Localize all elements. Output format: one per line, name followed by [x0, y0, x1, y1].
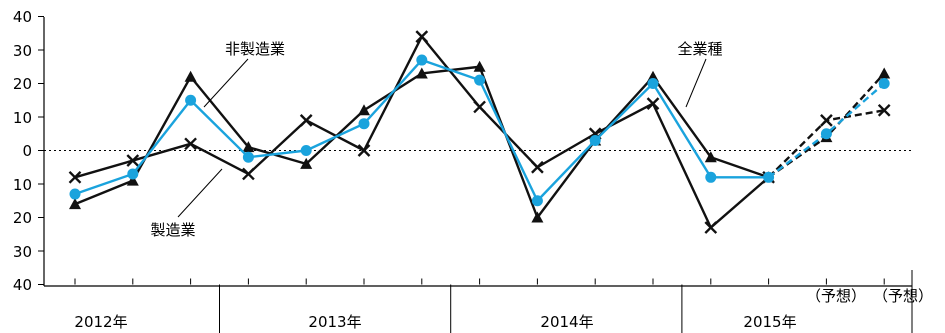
forecast-label: （予想）: [806, 287, 866, 305]
data-point-circle: [647, 78, 659, 89]
data-point-x-stroke: [68, 170, 82, 184]
data-point-x: [531, 160, 544, 174]
data-point-x-stroke: [242, 167, 255, 181]
data-point-x: [877, 103, 891, 117]
annotation-leader: [203, 58, 249, 108]
data-point-x-stroke: [877, 103, 891, 117]
data-point-x-stroke: [646, 97, 660, 110]
data-point-circle: [185, 94, 197, 106]
data-point-circle: [474, 74, 486, 86]
data-point-x: [646, 97, 660, 110]
annotation-non-manufacturing: 非製造業: [225, 40, 285, 58]
data-point-x-stroke: [531, 160, 544, 174]
data-point-x-stroke: [184, 137, 197, 151]
data-point-triangle: [242, 141, 255, 153]
y-tick-label: 0: [22, 142, 32, 160]
data-point-triangle: [704, 151, 717, 163]
annotation-manufacturing: 製造業: [150, 221, 195, 239]
forecast-label: （予想）: [873, 287, 933, 305]
data-point-x-stroke: [473, 100, 486, 114]
annotations: 非製造業 製造業 全業種: [150, 40, 722, 239]
y-tick-label: 40: [13, 276, 32, 294]
data-point-triangle: [300, 157, 313, 169]
y-axis: 40 30 20 10 0 10 20 30 40: [13, 8, 45, 294]
data-point-circle: [358, 118, 370, 130]
data-point-x: [415, 30, 429, 43]
year-label-2012: 2012年: [74, 313, 127, 331]
data-point-x: [126, 154, 140, 167]
forecast-labels: （予想） （予想）: [806, 287, 933, 305]
data-point-x: [242, 167, 255, 181]
data-point-circle: [300, 145, 312, 156]
series-line: [74, 65, 769, 219]
data-point-x: [299, 114, 313, 127]
data-point-triangle: [126, 174, 139, 186]
data-point-circle: [69, 188, 81, 200]
data-point-x-stroke: [704, 221, 718, 234]
annotation-leader: [685, 58, 707, 108]
y-tick-label: 20: [13, 209, 32, 227]
data-point-circle: [820, 128, 832, 140]
data-point-x: [184, 137, 197, 151]
y-tick-label: 10: [13, 176, 32, 194]
y-tick-label: 30: [13, 243, 32, 261]
data-point-circle: [416, 54, 428, 66]
data-point-triangle: [415, 67, 428, 79]
year-label-2014: 2014年: [540, 313, 593, 331]
data-point-triangle: [69, 198, 81, 210]
data-point-x: [473, 100, 486, 114]
data-point-circle: [763, 171, 775, 183]
data-point-triangle: [531, 211, 544, 223]
data-point-circle: [127, 168, 139, 180]
annotation-leader: [177, 168, 223, 218]
data-point-circle: [242, 151, 254, 163]
data-point-circle: [531, 195, 543, 207]
data-point-x: [820, 114, 833, 127]
y-tick-label: 10: [13, 109, 32, 127]
x-axis: [44, 270, 913, 333]
year-label-2013: 2013年: [308, 313, 361, 331]
year-labels: 2012年 2013年 2014年 2015年: [74, 313, 796, 331]
data-point-triangle: [878, 67, 891, 79]
data-point-triangle: [473, 60, 486, 72]
data-point-x-stroke: [126, 154, 140, 167]
data-point-circle: [705, 171, 717, 183]
data-point-x-stroke: [357, 144, 371, 157]
y-tick-marks: [38, 16, 44, 285]
annotation-all-industries: 全業種: [677, 40, 722, 58]
data-point-circle: [878, 78, 890, 89]
data-point-x-stroke: [415, 30, 429, 43]
data-point-circle: [589, 134, 601, 146]
year-label-2015: 2015年: [743, 313, 796, 331]
y-tick-label: 40: [13, 8, 32, 26]
data-point-x-stroke: [820, 114, 833, 127]
data-point-triangle: [358, 104, 370, 116]
series-layer: [68, 30, 891, 234]
data-point-x: [68, 170, 82, 184]
y-tick-label: 30: [13, 42, 32, 60]
data-point-triangle: [184, 70, 197, 82]
data-point-x: [357, 144, 371, 157]
data-point-x: [704, 221, 718, 234]
data-point-x-stroke: [299, 114, 313, 127]
y-tick-label: 20: [13, 75, 32, 93]
